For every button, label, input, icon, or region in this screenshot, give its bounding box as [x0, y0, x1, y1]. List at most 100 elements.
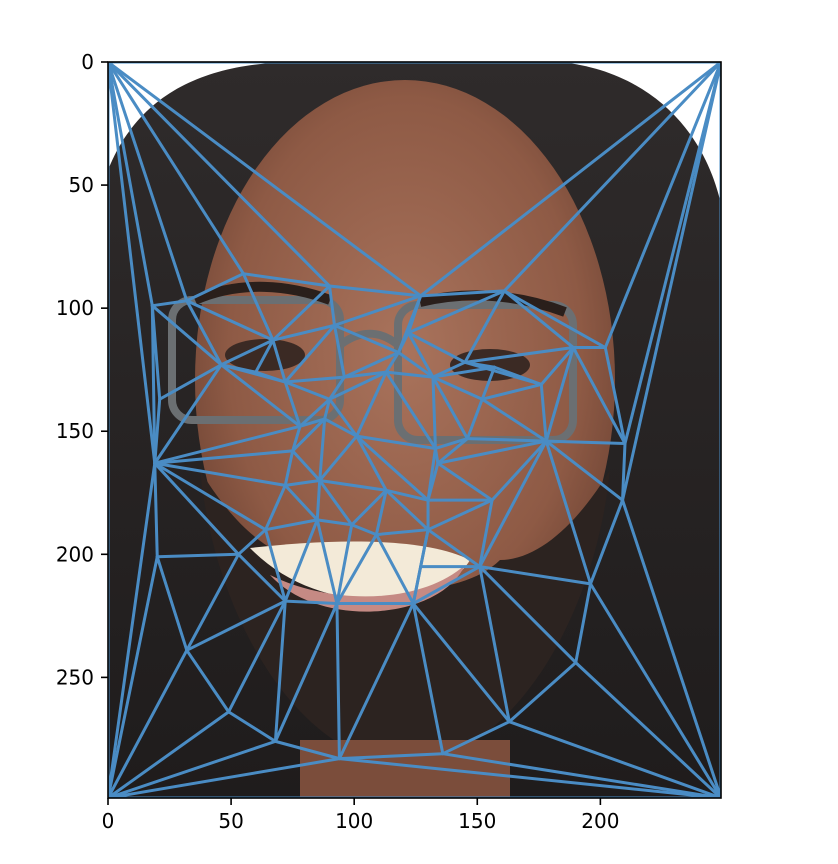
mesh-edge	[406, 289, 506, 335]
mesh-edge	[283, 483, 319, 522]
mesh-edge	[264, 518, 319, 532]
mesh-edge	[108, 648, 189, 798]
mesh-edge	[158, 363, 223, 401]
mesh-edge	[108, 62, 332, 288]
mesh-edge	[433, 437, 469, 450]
mesh-edge	[332, 323, 346, 379]
mesh-edge	[264, 528, 287, 603]
mesh-edge	[384, 370, 437, 450]
mesh-edge	[426, 461, 440, 502]
mesh-edge	[328, 284, 423, 298]
x-tick-label: 50	[218, 809, 243, 833]
mesh-edge	[291, 417, 327, 453]
mesh-edge	[463, 289, 506, 364]
mesh-edge	[406, 331, 435, 379]
triangulation-mesh	[108, 62, 721, 798]
mesh-edge	[315, 478, 322, 522]
mesh-edge	[431, 360, 467, 379]
y-tick-label: 250	[56, 665, 94, 689]
mesh-edge	[406, 294, 423, 335]
mesh-edge	[153, 461, 240, 556]
mesh-edge	[298, 397, 332, 428]
mesh-edge	[419, 289, 506, 298]
mesh-edge	[254, 338, 275, 374]
mesh-edge	[283, 323, 336, 384]
mesh-edge	[318, 434, 359, 482]
mesh-edge	[463, 346, 575, 364]
mesh-edge	[342, 350, 400, 379]
mesh-edge	[328, 397, 359, 438]
mesh-edge	[571, 346, 627, 446]
mesh-edge	[384, 488, 430, 502]
mesh-edge	[271, 284, 332, 342]
x-axis: 0 50 100 150 200	[102, 798, 619, 833]
mesh-edge	[153, 424, 302, 465]
mesh-edge	[236, 528, 268, 556]
mesh-edge	[241, 272, 332, 288]
x-tick-label: 0	[102, 809, 115, 833]
mesh-edge	[283, 380, 332, 401]
mesh-edge	[396, 331, 410, 354]
mesh-edge	[108, 461, 157, 798]
face-skin	[195, 80, 615, 680]
mesh-edge	[291, 424, 302, 453]
mesh-edge	[406, 331, 467, 364]
mesh-edge	[355, 434, 430, 502]
mesh-edge	[411, 565, 423, 606]
mesh-edge	[465, 397, 484, 441]
mesh-edge	[283, 375, 346, 384]
mesh-edge	[621, 442, 627, 502]
axes-frame	[107, 61, 722, 799]
mesh-edge	[271, 323, 336, 342]
mesh-edge	[478, 439, 548, 569]
mesh-edge	[603, 62, 721, 350]
mesh-edge	[621, 498, 721, 798]
mesh-edge	[332, 294, 423, 327]
mesh-edge	[544, 439, 625, 502]
mesh-edge	[108, 62, 423, 298]
mesh-edge	[441, 720, 511, 756]
mesh-edge	[384, 370, 435, 379]
mesh-edge	[544, 439, 627, 446]
mesh-edge	[350, 488, 388, 527]
mesh-edge	[507, 661, 578, 724]
mesh-edge	[433, 446, 440, 465]
mesh-edge	[291, 449, 322, 482]
mesh-edge	[318, 417, 327, 482]
mesh-edge	[603, 346, 627, 446]
mesh-edge	[335, 602, 341, 761]
mesh-edge	[411, 602, 511, 724]
mesh-edge	[219, 363, 287, 384]
mesh-edge	[185, 299, 223, 367]
mesh-edge	[108, 62, 245, 276]
mesh-edge	[153, 461, 287, 487]
mesh-edge	[150, 299, 189, 308]
mesh-edge	[441, 752, 721, 798]
mesh-edge	[153, 461, 159, 559]
mesh-edge	[431, 375, 484, 401]
mesh-edge	[544, 439, 593, 586]
mesh-edge	[185, 648, 231, 714]
x-tick-label: 200	[581, 809, 619, 833]
mesh-edge	[236, 552, 287, 603]
mesh-edge	[507, 720, 721, 798]
y-axis: 0 50 100 150 200 250	[56, 50, 108, 689]
mesh-edge	[108, 757, 341, 798]
mesh-edge	[502, 289, 575, 350]
mesh-edge	[539, 346, 575, 386]
mesh-edge	[574, 661, 721, 798]
mesh-edge	[374, 533, 415, 606]
mesh-edge	[283, 380, 302, 428]
mesh-edge	[544, 346, 575, 443]
mesh-edge	[480, 382, 543, 401]
mesh-edge	[185, 599, 287, 652]
mesh-edge	[431, 365, 497, 379]
mesh-edge	[419, 528, 430, 569]
mesh-edge	[185, 272, 245, 303]
mesh-edge	[539, 382, 548, 443]
mesh-edge	[108, 62, 154, 308]
mesh-edge	[355, 370, 388, 438]
mesh-edge	[328, 370, 388, 401]
brow-left	[192, 281, 332, 305]
mesh-edge	[153, 397, 162, 465]
